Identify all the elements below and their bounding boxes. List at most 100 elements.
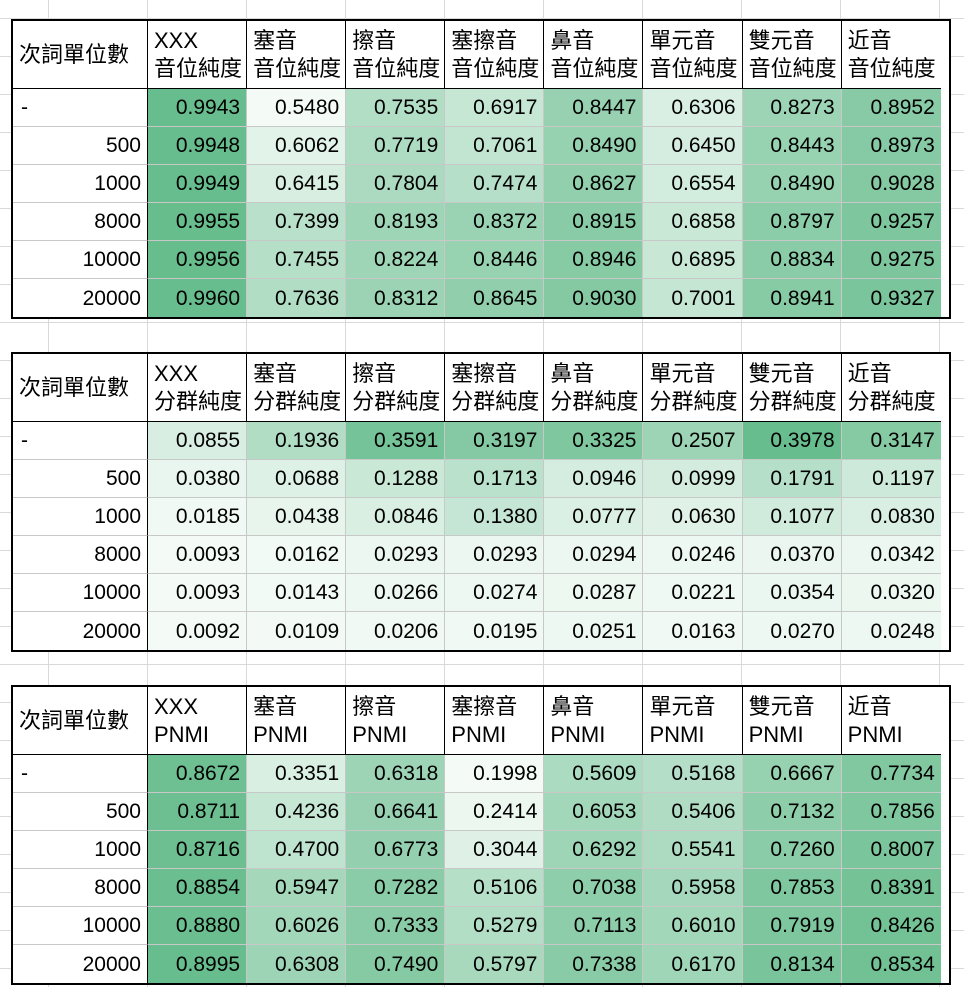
row-label: 20000 (13, 945, 148, 983)
value-cell: 0.6895 (643, 241, 743, 279)
column-header: XXX 音位純度 (148, 21, 248, 89)
value-cell: 0.0287 (544, 574, 644, 612)
value-cell: 0.0270 (742, 612, 842, 650)
column-header: XXX PNMI (148, 687, 248, 755)
value-cell: 0.1288 (346, 460, 446, 498)
value-cell: 0.8134 (742, 945, 842, 983)
column-header-line: 雙元音 (748, 360, 815, 386)
value-cell: 0.0855 (148, 422, 248, 460)
value-cell: 0.6858 (643, 203, 743, 241)
column-header-line: XXX (154, 27, 199, 53)
value-cell: 0.0830 (841, 498, 941, 536)
value-cell: 0.7636 (247, 279, 347, 317)
value-cell: 0.2414 (445, 793, 545, 831)
value-cell: 0.0248 (841, 612, 941, 650)
row-label: - (13, 422, 148, 460)
value-cell: 0.8224 (346, 241, 446, 279)
table-pnmi: 次詞單位數 XXX PNMI 塞音 PNMI 擦音 PNMI 塞擦音 PNMI 鼻音 PNMI 單元音… (11, 685, 951, 985)
table-cluster-purity: 次詞單位數 XXX 分群純度 塞音 分群純度 擦音 分群純度 塞擦音 分群純度 鼻音 分群純度 單元音… (11, 352, 951, 652)
column-header: 鼻音 PNMI (544, 687, 644, 755)
row-label: 8000 (13, 869, 148, 907)
value-cell: 0.9960 (148, 279, 248, 317)
value-cell: 0.6026 (247, 907, 347, 945)
column-header-line: PNMI (154, 721, 209, 747)
column-header-line: 音位純度 (154, 55, 243, 81)
column-header-line: 雙元音 (748, 27, 815, 53)
column-header-line: XXX (154, 360, 199, 386)
column-header-line: 擦音 (352, 693, 397, 719)
value-cell: 0.7455 (247, 241, 347, 279)
value-cell: 0.8973 (841, 127, 941, 165)
value-cell: 0.8534 (841, 945, 941, 983)
column-header: 單元音 PNMI (643, 687, 743, 755)
value-cell: 0.8273 (742, 89, 842, 127)
value-cell: 0.9948 (148, 127, 248, 165)
row-label: 500 (13, 793, 148, 831)
column-header: 近音 PNMI (841, 687, 941, 755)
column-header-line: PNMI (253, 721, 309, 747)
column-header-line: 分群純度 (649, 388, 738, 414)
value-cell: 0.8834 (742, 241, 842, 279)
value-cell: 0.0354 (742, 574, 842, 612)
row-label: - (13, 89, 148, 127)
table-phone-purity: 次詞單位數 XXX 音位純度 塞音 音位純度 擦音 音位純度 塞擦音 音位純度 鼻音 音位純度 單元音… (11, 19, 951, 319)
value-cell: 0.0630 (643, 498, 743, 536)
value-cell: 0.8880 (148, 907, 248, 945)
column-header-line: PNMI (649, 721, 705, 747)
value-cell: 0.3197 (445, 422, 545, 460)
column-header-line: 分群純度 (847, 388, 936, 414)
value-cell: 0.6450 (643, 127, 743, 165)
value-cell: 0.5958 (643, 869, 743, 907)
value-cell: 0.6306 (643, 89, 743, 127)
value-cell: 0.7399 (247, 203, 347, 241)
value-cell: 0.0093 (148, 536, 248, 574)
value-cell: 0.8854 (148, 869, 248, 907)
column-header: 塞音 分群純度 (247, 354, 347, 422)
corner-header: 次詞單位數 (13, 354, 148, 422)
value-cell: 0.8946 (544, 241, 644, 279)
column-header: 擦音 分群純度 (346, 354, 446, 422)
row-label: 10000 (13, 574, 148, 612)
value-cell: 0.0370 (742, 536, 842, 574)
value-cell: 0.5406 (643, 793, 743, 831)
value-cell: 0.0846 (346, 498, 446, 536)
column-header-line: PNMI (550, 721, 606, 747)
value-cell: 0.0251 (544, 612, 644, 650)
column-header-line: 音位純度 (550, 55, 639, 81)
column-header-line: 音位純度 (451, 55, 540, 81)
value-cell: 0.8426 (841, 907, 941, 945)
value-cell: 0.1998 (445, 755, 545, 793)
value-cell: 0.9956 (148, 241, 248, 279)
value-cell: 0.0109 (247, 612, 347, 650)
value-cell: 0.6415 (247, 165, 347, 203)
column-header-line: 音位純度 (748, 55, 837, 81)
value-cell: 0.0266 (346, 574, 446, 612)
value-cell: 0.9028 (841, 165, 941, 203)
column-header: 擦音 PNMI (346, 687, 446, 755)
value-cell: 0.5106 (445, 869, 545, 907)
value-cell: 0.8007 (841, 831, 941, 869)
value-cell: 0.7260 (742, 831, 842, 869)
column-header: 單元音 音位純度 (643, 21, 743, 89)
value-cell: 0.6170 (643, 945, 743, 983)
value-cell: 0.0293 (346, 536, 446, 574)
value-cell: 0.7734 (841, 755, 941, 793)
value-cell: 0.0195 (445, 612, 545, 650)
value-cell: 0.0320 (841, 574, 941, 612)
column-header-line: 塞音 (253, 693, 298, 719)
value-cell: 0.8672 (148, 755, 248, 793)
column-header-line: 分群純度 (451, 388, 540, 414)
column-header-line: 擦音 (352, 27, 397, 53)
column-header-line: 近音 (847, 27, 892, 53)
value-cell: 0.1791 (742, 460, 842, 498)
value-cell: 0.0163 (643, 612, 743, 650)
row-label: 8000 (13, 536, 148, 574)
column-header-line: 塞音 (253, 360, 298, 386)
value-cell: 0.9030 (544, 279, 644, 317)
value-cell: 0.3351 (247, 755, 347, 793)
value-cell: 0.7282 (346, 869, 446, 907)
value-cell: 0.6010 (643, 907, 743, 945)
column-header-line: 塞擦音 (451, 693, 518, 719)
value-cell: 0.0688 (247, 460, 347, 498)
value-cell: 0.9955 (148, 203, 248, 241)
